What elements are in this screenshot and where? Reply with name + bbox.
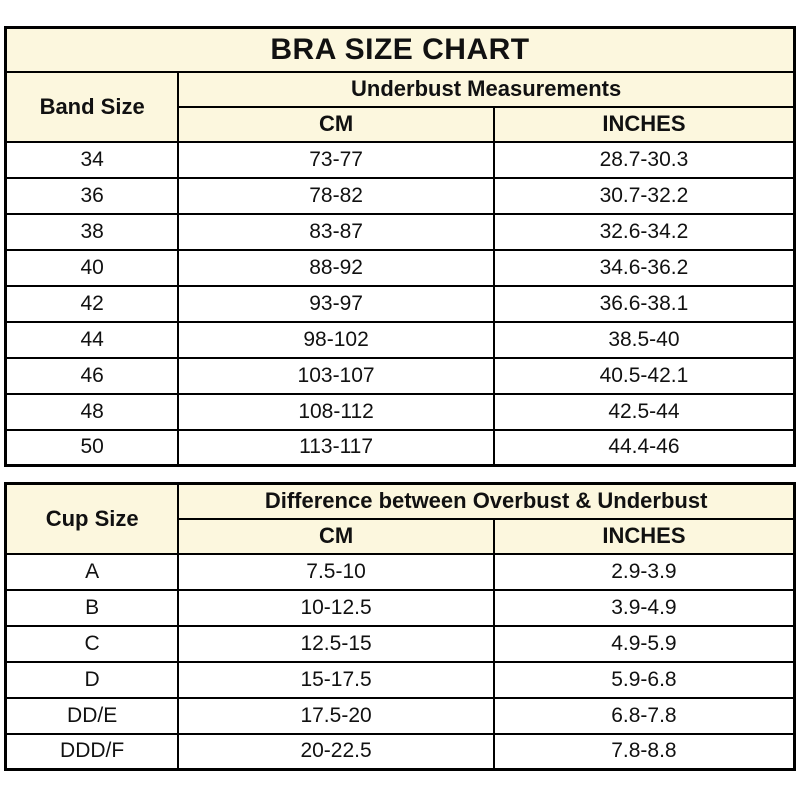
inches-value: 42.5-44 [492,392,796,431]
cup-value: B [4,588,180,627]
underbust-group-header: Underbust Measurements [177,70,796,108]
band-header-row: Band Size Underbust Measurements [4,70,796,143]
band-value: 50 [4,428,180,467]
band-value: 34 [4,140,180,179]
cm-value: 78-82 [177,176,495,215]
table-row: DDD/F 20-22.5 7.8-8.8 [4,732,796,771]
band-value: 36 [4,176,180,215]
table-row: B 10-12.5 3.9-4.9 [4,588,796,627]
inches-value: 32.6-34.2 [492,212,796,251]
table-row: 48 108-112 42.5-44 [4,392,796,431]
table-row: 46 103-107 40.5-42.1 [4,356,796,395]
band-inches-header: INCHES [492,105,796,143]
cup-value: A [4,552,180,591]
table-row: 40 88-92 34.6-36.2 [4,248,796,287]
inches-value: 6.8-7.8 [492,696,796,735]
table-row: 36 78-82 30.7-32.2 [4,176,796,215]
table-row: C 12.5-15 4.9-5.9 [4,624,796,663]
table-row: 34 73-77 28.7-30.3 [4,140,796,179]
band-value: 44 [4,320,180,359]
inches-value: 40.5-42.1 [492,356,796,395]
table-row: 44 98-102 38.5-40 [4,320,796,359]
band-size-column-header: Band Size [4,70,180,143]
cm-value: 15-17.5 [177,660,495,699]
cup-value: C [4,624,180,663]
cm-value: 103-107 [177,356,495,395]
cm-value: 93-97 [177,284,495,323]
inches-value: 5.9-6.8 [492,660,796,699]
cm-value: 83-87 [177,212,495,251]
inches-value: 30.7-32.2 [492,176,796,215]
table-row: A 7.5-10 2.9-3.9 [4,552,796,591]
cup-value: DDD/F [4,732,180,771]
cup-value: D [4,660,180,699]
inches-value: 3.9-4.9 [492,588,796,627]
inches-value: 4.9-5.9 [492,624,796,663]
cup-size-table: Cup Size Difference between Overbust & U… [4,482,796,771]
cm-value: 73-77 [177,140,495,179]
cm-value: 20-22.5 [177,732,495,771]
table-row: DD/E 17.5-20 6.8-7.8 [4,696,796,735]
cup-size-column-header: Cup Size [4,482,180,555]
inches-value: 38.5-40 [492,320,796,359]
cm-value: 88-92 [177,248,495,287]
cm-value: 98-102 [177,320,495,359]
band-cm-header: CM [177,105,495,143]
cup-header-row: Cup Size Difference between Overbust & U… [4,482,796,555]
cup-cm-header: CM [177,517,495,555]
cm-value: 12.5-15 [177,624,495,663]
band-value: 42 [4,284,180,323]
inches-value: 2.9-3.9 [492,552,796,591]
cm-value: 113-117 [177,428,495,467]
title-row: BRA SIZE CHART [4,26,796,73]
inches-value: 44.4-46 [492,428,796,467]
cm-value: 17.5-20 [177,696,495,735]
inches-value: 34.6-36.2 [492,248,796,287]
table-row: D 15-17.5 5.9-6.8 [4,660,796,699]
inches-value: 7.8-8.8 [492,732,796,771]
band-subheader-row: CM INCHES [6,105,796,143]
table-row: 50 113-117 44.4-46 [4,428,796,467]
cup-subheader-row: CM INCHES [6,517,796,555]
cup-value: DD/E [4,696,180,735]
band-value: 40 [4,248,180,287]
band-value: 48 [4,392,180,431]
cup-inches-header: INCHES [492,517,796,555]
band-value: 38 [4,212,180,251]
inches-value: 36.6-38.1 [492,284,796,323]
band-value: 46 [4,356,180,395]
table-row: 38 83-87 32.6-34.2 [4,212,796,251]
cm-value: 7.5-10 [177,552,495,591]
difference-group-header: Difference between Overbust & Underbust [177,482,796,520]
page-title: BRA SIZE CHART [4,26,796,73]
cm-value: 108-112 [177,392,495,431]
cm-value: 10-12.5 [177,588,495,627]
table-row: 42 93-97 36.6-38.1 [4,284,796,323]
inches-value: 28.7-30.3 [492,140,796,179]
band-size-table: BRA SIZE CHART Band Size Underbust Measu… [4,26,796,467]
